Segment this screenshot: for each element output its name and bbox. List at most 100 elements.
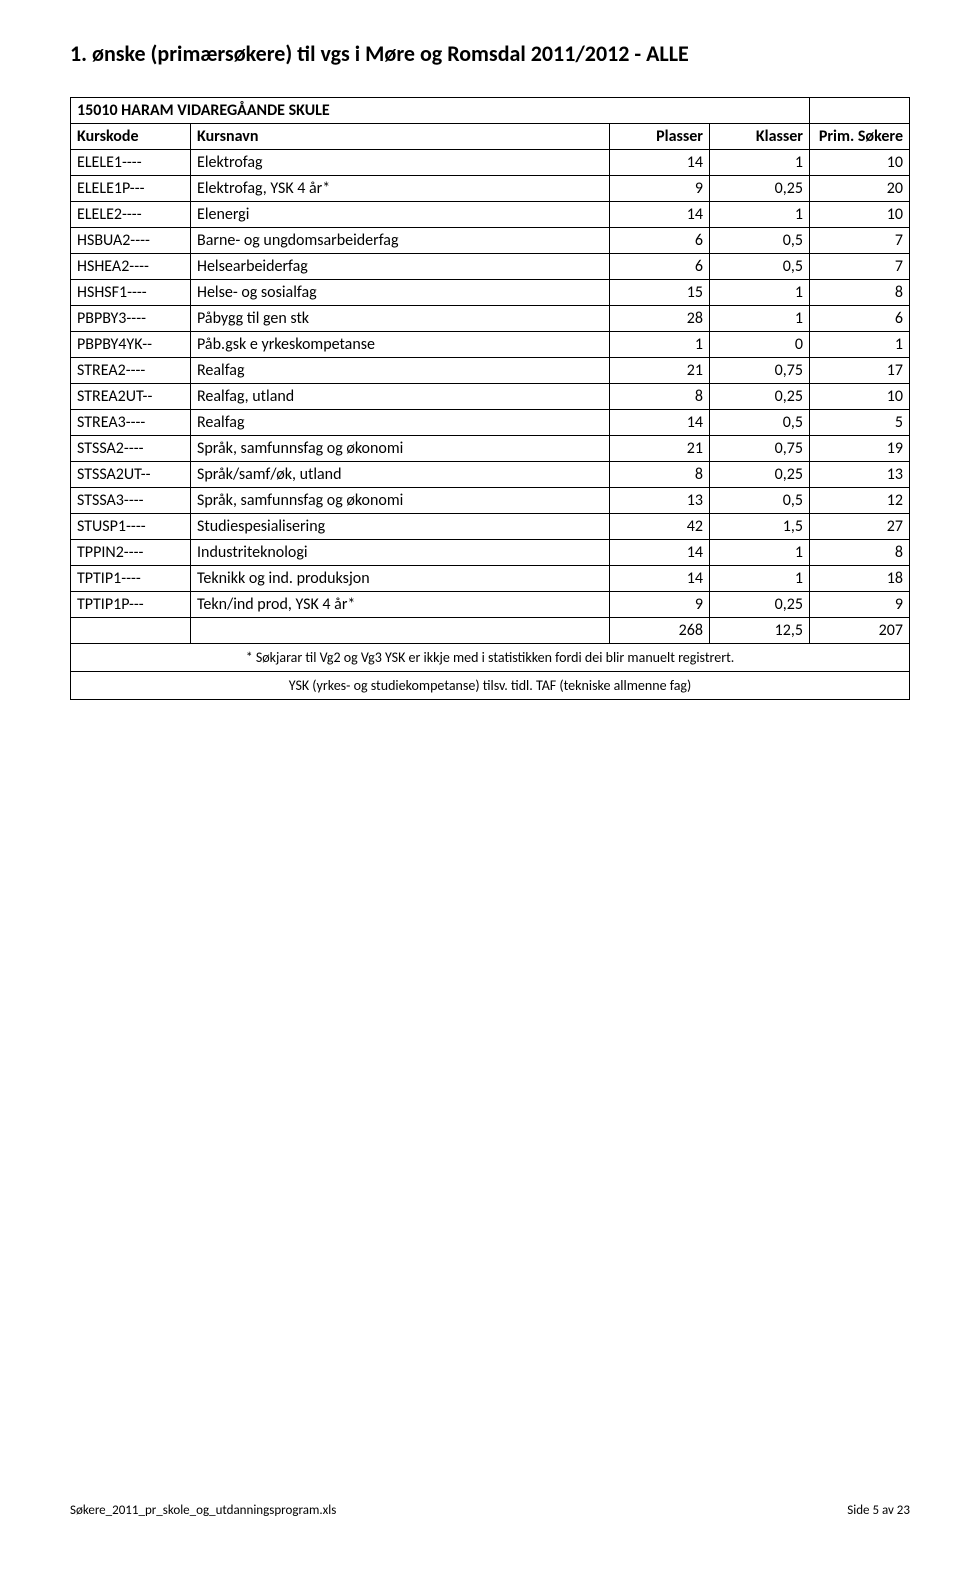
total-plasser: 268 [610, 618, 710, 644]
cell-plasser: 42 [610, 514, 710, 540]
cell-prim: 1 [810, 332, 910, 358]
cell-prim: 7 [810, 228, 910, 254]
cell-plasser: 6 [610, 228, 710, 254]
cell-code: STSSA3---- [71, 488, 191, 514]
cell-klasser: 1,5 [710, 514, 810, 540]
total-prim: 207 [810, 618, 910, 644]
cell-klasser: 1 [710, 280, 810, 306]
footnote-text: YSK (yrkes- og studiekompetanse) tilsv. … [71, 672, 910, 700]
cell-code: HSHSF1---- [71, 280, 191, 306]
cell-code: TPTIP1---- [71, 566, 191, 592]
cell-name: Elektrofag [191, 150, 610, 176]
cell-name: Studiespesialisering [191, 514, 610, 540]
cell-plasser: 14 [610, 202, 710, 228]
page-title: 1. ønske (primærsøkere) til vgs i Møre o… [70, 40, 910, 67]
cell-klasser: 0 [710, 332, 810, 358]
cell-klasser: 0,75 [710, 358, 810, 384]
table-row: HSHSF1----Helse- og sosialfag1518 [71, 280, 910, 306]
data-table: 15010 HARAM VIDAREGÅANDE SKULE Kurskode … [70, 97, 910, 700]
cell-klasser: 0,5 [710, 254, 810, 280]
cell-prim: 10 [810, 202, 910, 228]
table-row: STSSA2UT--Språk/samf/øk, utland80,2513 [71, 462, 910, 488]
cell-prim: 9 [810, 592, 910, 618]
cell-code: ELELE2---- [71, 202, 191, 228]
header-row: Kurskode Kursnavn Plasser Klasser Prim. … [71, 124, 910, 150]
cell-prim: 8 [810, 540, 910, 566]
table-row: STUSP1----Studiespesialisering421,527 [71, 514, 910, 540]
cell-code: STUSP1---- [71, 514, 191, 540]
cell-plasser: 14 [610, 566, 710, 592]
table-row: ELELE1P---Elektrofag, YSK 4 år*90,2520 [71, 176, 910, 202]
cell-prim: 7 [810, 254, 910, 280]
cell-code: STREA2---- [71, 358, 191, 384]
cell-code: HSHEA2---- [71, 254, 191, 280]
cell-prim: 20 [810, 176, 910, 202]
cell-plasser: 9 [610, 176, 710, 202]
cell-code: PBPBY4YK-- [71, 332, 191, 358]
footnote-row: * Søkjarar til Vg2 og Vg3 YSK er ikkje m… [71, 644, 910, 672]
cell-prim: 8 [810, 280, 910, 306]
footnote-row: YSK (yrkes- og studiekompetanse) tilsv. … [71, 672, 910, 700]
table-row: TPTIP1P---Tekn/ind prod, YSK 4 år*90,259 [71, 592, 910, 618]
cell-plasser: 14 [610, 540, 710, 566]
cell-plasser: 28 [610, 306, 710, 332]
cell-klasser: 0,25 [710, 462, 810, 488]
footer-left: Søkere_2011_pr_skole_og_utdanningsprogra… [70, 1503, 336, 1518]
table-row: STREA2UT--Realfag, utland80,2510 [71, 384, 910, 410]
cell-prim: 19 [810, 436, 910, 462]
cell-klasser: 0,25 [710, 176, 810, 202]
cell-name: Språk, samfunnsfag og økonomi [191, 436, 610, 462]
cell-code: ELELE1P--- [71, 176, 191, 202]
cell-name: Påb.gsk e yrkeskompetanse [191, 332, 610, 358]
cell-name: Industriteknologi [191, 540, 610, 566]
cell-code: HSBUA2---- [71, 228, 191, 254]
cell-klasser: 0,25 [710, 592, 810, 618]
totals-row: 268 12,5 207 [71, 618, 910, 644]
cell-klasser: 1 [710, 150, 810, 176]
empty-cell [191, 618, 610, 644]
cell-code: STREA2UT-- [71, 384, 191, 410]
cell-plasser: 8 [610, 384, 710, 410]
cell-klasser: 1 [710, 202, 810, 228]
cell-plasser: 15 [610, 280, 710, 306]
table-row: PBPBY3----Påbygg til gen stk2816 [71, 306, 910, 332]
col-header-code: Kurskode [71, 124, 191, 150]
cell-name: Realfag, utland [191, 384, 610, 410]
cell-name: Språk/samf/øk, utland [191, 462, 610, 488]
footnote-text: * Søkjarar til Vg2 og Vg3 YSK er ikkje m… [71, 644, 910, 672]
cell-name: Helsearbeiderfag [191, 254, 610, 280]
cell-plasser: 13 [610, 488, 710, 514]
col-header-name: Kursnavn [191, 124, 610, 150]
cell-name: Helse- og sosialfag [191, 280, 610, 306]
cell-klasser: 0,75 [710, 436, 810, 462]
cell-code: STREA3---- [71, 410, 191, 436]
cell-plasser: 21 [610, 436, 710, 462]
cell-klasser: 1 [710, 566, 810, 592]
col-header-prim: Prim. Søkere [810, 124, 910, 150]
cell-klasser: 0,5 [710, 410, 810, 436]
empty-cell [71, 618, 191, 644]
cell-code: STSSA2UT-- [71, 462, 191, 488]
cell-prim: 13 [810, 462, 910, 488]
table-row: HSBUA2----Barne- og ungdomsarbeiderfag60… [71, 228, 910, 254]
table-row: TPTIP1----Teknikk og ind. produksjon1411… [71, 566, 910, 592]
cell-plasser: 9 [610, 592, 710, 618]
school-name: 15010 HARAM VIDAREGÅANDE SKULE [71, 98, 810, 124]
cell-prim: 18 [810, 566, 910, 592]
cell-prim: 6 [810, 306, 910, 332]
cell-name: Teknikk og ind. produksjon [191, 566, 610, 592]
cell-code: PBPBY3---- [71, 306, 191, 332]
cell-name: Påbygg til gen stk [191, 306, 610, 332]
cell-prim: 10 [810, 384, 910, 410]
cell-name: Realfag [191, 410, 610, 436]
page-footer: Søkere_2011_pr_skole_og_utdanningsprogra… [70, 1503, 910, 1518]
cell-plasser: 8 [610, 462, 710, 488]
school-row: 15010 HARAM VIDAREGÅANDE SKULE [71, 98, 910, 124]
cell-plasser: 14 [610, 410, 710, 436]
cell-plasser: 21 [610, 358, 710, 384]
cell-code: TPPIN2---- [71, 540, 191, 566]
cell-klasser: 1 [710, 540, 810, 566]
cell-klasser: 0,5 [710, 228, 810, 254]
table-row: STREA3----Realfag140,55 [71, 410, 910, 436]
table-row: ELELE1----Elektrofag14110 [71, 150, 910, 176]
